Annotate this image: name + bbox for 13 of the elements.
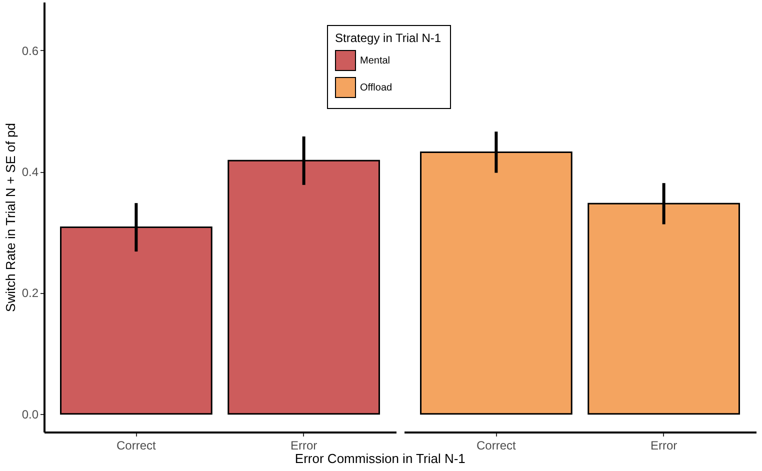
- legend-label: Offload: [360, 82, 392, 94]
- y-tick-label: 0.6: [22, 44, 39, 58]
- x-tick-label: Error: [650, 438, 678, 452]
- y-tick-label: 0.4: [22, 165, 39, 180]
- legend-label: Mental: [360, 56, 390, 66]
- x-tick-label: Correct: [476, 438, 517, 452]
- y-tick-label: 0.2: [22, 286, 39, 300]
- x-tick-label: Correct: [116, 438, 157, 452]
- y-axis-title: Switch Rate in Trial N + SE of pd: [2, 123, 18, 312]
- x-tick-label: Error: [290, 438, 318, 452]
- x-axis-title: Error Commission in Trial N-1: [294, 451, 466, 466]
- y-tick-label: 0.0: [22, 407, 39, 422]
- legend-title: Strategy in Trial N-1: [335, 31, 442, 45]
